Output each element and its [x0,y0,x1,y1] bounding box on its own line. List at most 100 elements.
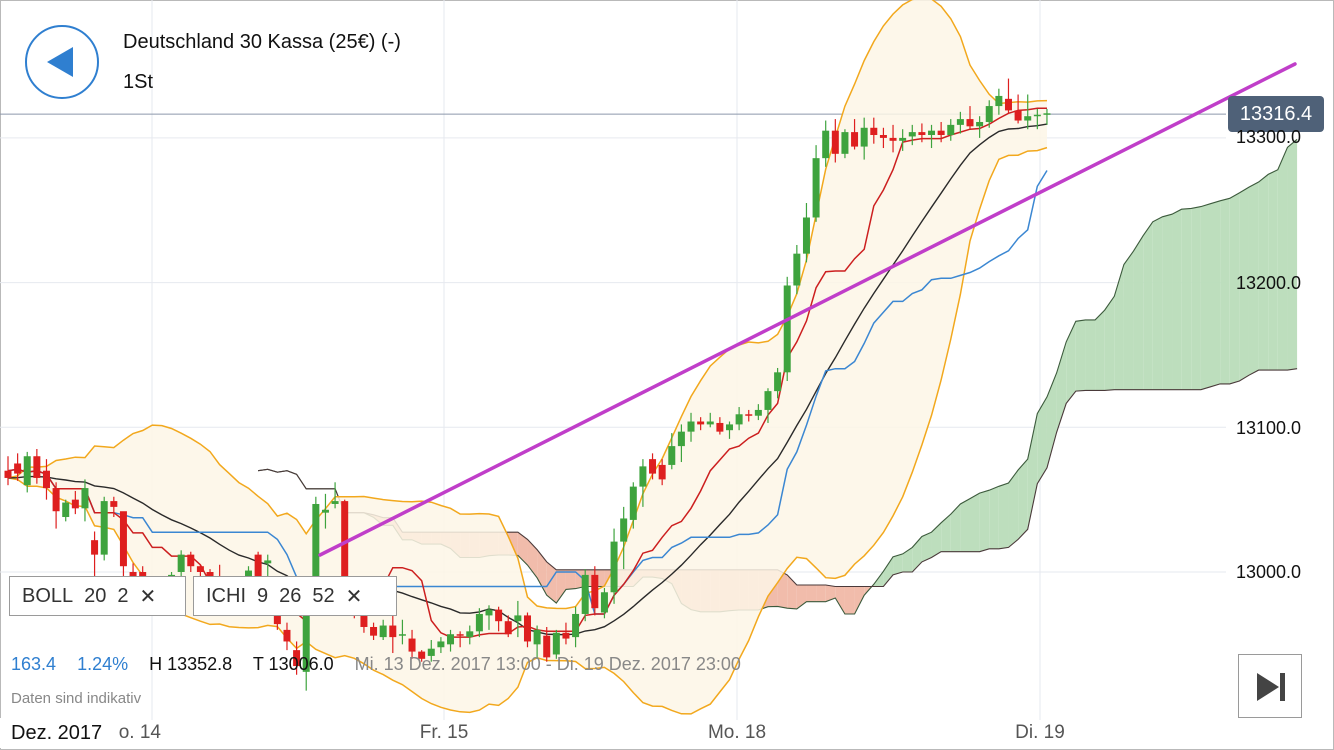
cloud-bear-segment [835,586,845,614]
cloud-bull-segment [1037,396,1047,484]
x-tick-label: Fr. 15 [419,722,469,743]
candle-up [783,276,791,381]
candle-up [793,244,801,295]
candle-body [793,253,801,286]
indicator-param: 9 [257,584,269,607]
indicator-param: 26 [279,584,302,607]
close-icon[interactable]: ✕ [345,585,363,608]
cloud-bear-segment [816,585,826,602]
cloud-bull-segment [1008,469,1019,548]
candle-up [533,625,541,659]
candle-body [389,625,397,638]
candle-down [716,417,724,435]
candle-down [33,449,41,484]
candle-body [293,650,301,667]
indicator-chip-ichi[interactable]: ICHI 9 26 52 ✕ [193,576,397,616]
cloud-bull-segment [1027,413,1038,530]
cloud-bull-segment [1239,187,1249,381]
cloud-bull-segment [1181,208,1192,390]
candle-body [33,456,41,478]
cloud-bull-segment [950,503,961,552]
disclaimer: Daten sind indikativ [11,690,142,707]
candle-body [600,592,608,613]
candle-up [398,619,406,645]
candle-up [620,506,628,570]
candle-down [119,511,127,581]
candle-body [735,414,743,425]
candle-body [119,511,127,567]
current-price-badge: 13316.4 [1228,96,1324,132]
candle-body [379,625,387,638]
y-tick-label: 13300.0 [1236,127,1302,147]
cloud-bull-segment [883,556,894,587]
candle-body [610,541,618,593]
candle-down [4,456,12,486]
candle-body [254,554,262,581]
candle-body [504,621,512,635]
candle-body [62,502,70,518]
candle-up [841,129,849,159]
candle-up [447,629,455,652]
candle-down [110,496,118,518]
candle-body [687,421,695,432]
candle-body [187,554,195,567]
candle-body [312,503,320,586]
candle-up [774,367,782,399]
stats-bar: 163.4 1.24% H 13352.8 T 13006.0 Mi. 13 D… [11,654,757,675]
candle-body [91,540,99,555]
cloud-bull-segment [1268,169,1278,371]
candle-body [822,130,830,159]
candle-body [726,424,733,431]
candle-down [831,119,839,163]
candle-body [360,611,368,627]
candle-body [562,632,570,639]
candle-body [264,560,272,564]
candle-body [42,470,50,489]
candle-up [1043,108,1051,125]
candle-up [379,619,387,641]
candle-body [581,574,589,614]
date-range: Mi. 13 Dez. 2017 13:00 - Di. 19 Dez. 201… [354,654,741,674]
cloud-bull-segment [1075,319,1086,392]
cloud-bull-segment [998,483,1009,549]
back-button[interactable] [25,25,99,99]
cloud-bull-segment [1191,206,1201,390]
candle-body [774,372,782,392]
candle-up [475,608,483,638]
candle-down [745,409,753,422]
skip-to-end-button[interactable] [1238,654,1302,718]
candle-body [523,615,531,642]
cloud-bull-segment [970,493,980,552]
candle-body [4,470,12,478]
candle-body [475,613,483,632]
timeframe-label: 1St [123,71,154,93]
candle-body [331,501,339,504]
candle-down [196,564,204,577]
candle-body [995,95,1003,107]
indicator-param: 52 [312,584,335,607]
candle-body [1024,116,1032,121]
candle-body [831,130,839,154]
candle-down [889,124,897,153]
candle-up [706,412,714,428]
candle-up [466,625,474,645]
indicator-param: 2 [117,584,129,607]
candle-body [966,119,974,127]
candle-body [370,626,378,636]
candle-down [187,551,195,572]
close-icon[interactable]: ✕ [139,585,157,608]
candle-body [139,572,147,578]
candle-body [418,651,426,659]
cloud-bull-segment [960,498,970,552]
cloud-bear-segment [546,561,557,604]
candle-down [283,622,291,651]
high-value: H 13352.8 [149,654,233,674]
cloud-bull-segment [1277,147,1288,371]
candle-body [841,132,849,154]
indicator-chip-boll[interactable]: BOLL 20 2 ✕ [9,576,186,616]
candle-down [456,631,464,648]
cloud-bull-segment [979,490,990,552]
indicator-param: 20 [84,584,107,607]
trendline [318,62,1297,557]
